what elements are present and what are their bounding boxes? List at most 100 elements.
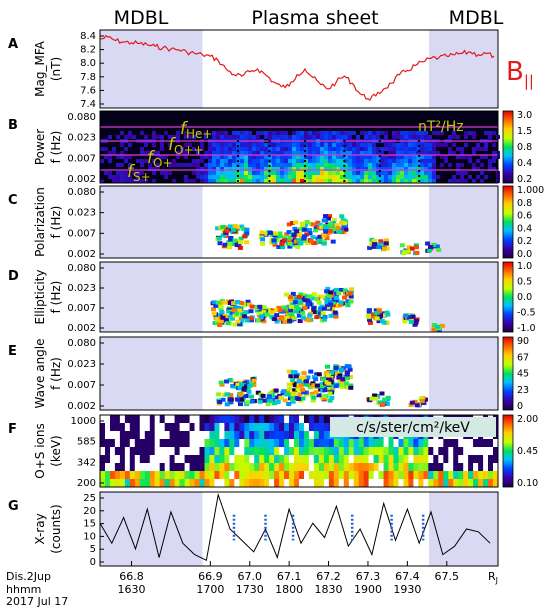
power-cell	[260, 179, 264, 183]
ion-cell	[249, 471, 255, 480]
wave-cell-E	[385, 395, 391, 400]
power-cell	[344, 175, 348, 179]
wave-cell-D	[306, 318, 312, 323]
power-cell	[416, 151, 420, 155]
ion-cell	[264, 415, 270, 424]
wave-cell-E	[333, 365, 339, 370]
power-cell	[168, 171, 172, 175]
ion-cell	[129, 463, 136, 472]
ion-cell	[488, 471, 494, 480]
power-cell	[444, 143, 448, 147]
ion-cell	[284, 439, 290, 448]
ion-cell	[189, 463, 195, 472]
bparallel-label: B||	[506, 57, 534, 90]
power-cell	[104, 147, 108, 151]
ion-cell	[124, 431, 131, 440]
power-cell	[284, 135, 288, 139]
power-cell	[256, 171, 260, 175]
wave-cell-C	[238, 236, 244, 241]
ion-cell	[144, 447, 151, 456]
ion-cell	[468, 471, 474, 480]
power-cell	[176, 151, 180, 155]
power-cell	[300, 175, 304, 179]
ion-cell	[408, 447, 414, 456]
power-cell	[208, 179, 212, 183]
power-cell	[392, 179, 396, 183]
power-cell	[360, 147, 364, 151]
power-cell	[252, 151, 256, 155]
wave-cell-E	[303, 390, 309, 395]
power-cell	[348, 131, 352, 135]
ion-cell	[313, 471, 320, 480]
power-cell	[232, 171, 236, 175]
wave-cell-D	[317, 294, 323, 299]
ion-cell	[214, 447, 220, 456]
wave-cell-D	[269, 310, 275, 315]
ion-cell	[144, 479, 151, 488]
power-cell	[304, 171, 308, 175]
ion-cell	[139, 415, 146, 424]
ion-cell	[259, 471, 265, 480]
power-cell	[404, 179, 408, 183]
power-cell	[372, 159, 376, 163]
power-cell	[308, 175, 312, 179]
ion-cell	[453, 447, 459, 456]
power-cell	[444, 155, 448, 159]
wave-cell-D	[290, 302, 296, 307]
power-cell	[364, 171, 368, 175]
ytick-E: 0.007	[67, 380, 96, 391]
power-cell	[172, 179, 176, 183]
power-cell	[476, 175, 480, 179]
ion-cell	[229, 479, 235, 488]
ion-cell	[174, 447, 180, 456]
wave-cell-C	[284, 232, 290, 237]
power-cell	[472, 167, 476, 171]
power-cell	[140, 179, 144, 183]
power-cell	[472, 151, 476, 155]
power-cell	[168, 143, 172, 147]
colorbar-tick-F: 0.10	[517, 478, 538, 489]
ion-cell	[393, 447, 399, 456]
ion-cell	[149, 455, 156, 464]
power-cell	[232, 131, 236, 135]
power-cell	[332, 175, 336, 179]
wave-cell-D	[284, 307, 290, 312]
power-cell	[396, 151, 400, 155]
ion-cell	[139, 439, 146, 448]
ion-cell	[338, 439, 345, 448]
wave-cell-E	[338, 383, 344, 388]
ion-cell	[398, 455, 404, 464]
power-cell	[168, 135, 172, 139]
xtick-dist: 67.2	[316, 570, 341, 583]
ion-cell	[134, 479, 141, 488]
ion-cell	[313, 447, 320, 456]
power-cell	[428, 171, 432, 175]
panel-letter-C: C	[8, 193, 18, 208]
ion-cell	[229, 447, 235, 456]
power-cell	[256, 135, 260, 139]
ion-cell	[144, 455, 151, 464]
power-cell	[416, 179, 420, 183]
wave-cell-D	[298, 292, 304, 297]
ion-cell	[259, 455, 265, 464]
power-cell	[228, 155, 232, 159]
ion-cell	[458, 479, 464, 488]
ion-cell	[473, 471, 479, 480]
wave-cell-D	[301, 293, 307, 298]
ion-cell	[388, 447, 394, 456]
ion-cell	[269, 447, 275, 456]
wave-cell-D	[248, 316, 254, 321]
wave-cell-E	[245, 400, 251, 405]
wave-cell-E	[329, 395, 335, 400]
wave-cell-E	[217, 400, 223, 404]
freq-label-main: f	[147, 148, 156, 168]
power-cell	[300, 151, 304, 155]
power-cell	[292, 147, 296, 151]
ion-cell	[398, 471, 404, 480]
ion-cell	[433, 479, 439, 488]
ion-cell	[428, 447, 434, 456]
wave-cell-E	[247, 383, 253, 388]
colorbar-tick-B: 1.5	[517, 126, 532, 137]
ion-cell	[124, 463, 131, 472]
freq-label-3: fS+	[127, 162, 151, 184]
